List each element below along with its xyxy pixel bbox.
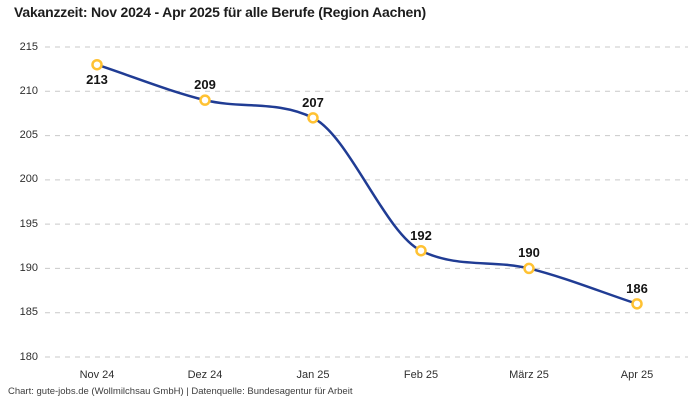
data-label: 209 [194,77,216,93]
y-tick-label: 180 [19,350,38,363]
y-tick-label: 195 [19,217,38,230]
data-label: 186 [626,280,648,296]
y-tick-label: 200 [19,173,38,186]
chart-title: Vakanzzeit: Nov 2024 - Apr 2025 für alle… [14,4,426,20]
x-tick-label: Jan 25 [296,369,330,381]
x-tick-label: März 25 [509,369,549,381]
x-tick-label: Apr 25 [620,369,654,381]
y-tick-label: 185 [19,306,38,319]
data-label: 207 [302,94,324,110]
y-tick-label: 190 [19,261,38,274]
attribution-footer: Chart: gute-jobs.de (Wollmilchsau GmbH) … [8,386,353,397]
data-label: 213 [86,71,108,87]
x-tick-label: Feb 25 [403,369,439,381]
data-marker [199,94,211,106]
data-marker [523,262,535,275]
y-tick-label: 205 [19,129,38,142]
data-marker [307,112,319,124]
y-tick-label: 215 [19,40,38,53]
data-marker [415,244,427,257]
x-tick-label: Nov 24 [79,369,115,381]
y-tick-label: 210 [19,84,38,97]
data-label: 192 [410,227,432,243]
data-marker [631,298,643,310]
data-marker [91,58,103,71]
series-line [95,63,639,306]
data-label: 190 [518,245,540,261]
x-tick-label: Dez 24 [187,369,223,381]
